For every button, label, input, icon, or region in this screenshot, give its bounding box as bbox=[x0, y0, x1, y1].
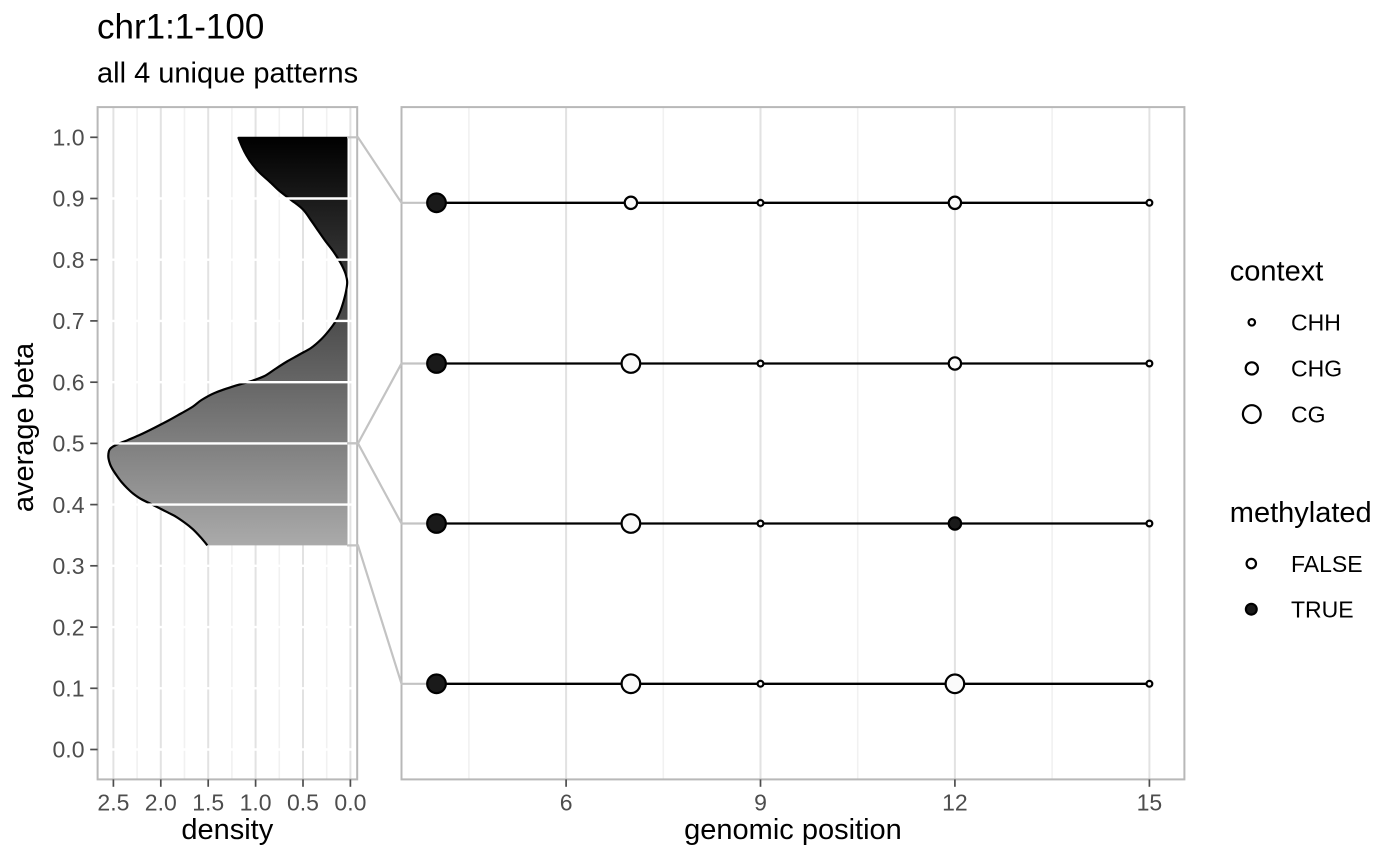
svg-text:0.8: 0.8 bbox=[53, 247, 85, 273]
svg-text:2.5: 2.5 bbox=[97, 790, 129, 816]
svg-text:0.2: 0.2 bbox=[53, 614, 85, 640]
svg-text:context: context bbox=[1230, 256, 1324, 288]
svg-text:1.0: 1.0 bbox=[53, 125, 85, 151]
svg-text:chr1:1-100: chr1:1-100 bbox=[97, 8, 264, 47]
svg-text:0.3: 0.3 bbox=[53, 553, 85, 579]
svg-text:average beta: average beta bbox=[8, 342, 40, 512]
svg-text:0.1: 0.1 bbox=[53, 676, 85, 702]
svg-text:0.0: 0.0 bbox=[53, 737, 85, 763]
svg-text:1.5: 1.5 bbox=[192, 790, 224, 816]
svg-text:density: density bbox=[181, 814, 273, 846]
svg-text:CHG: CHG bbox=[1291, 356, 1342, 382]
svg-text:2.0: 2.0 bbox=[145, 790, 177, 816]
svg-text:1.0: 1.0 bbox=[240, 790, 272, 816]
svg-text:9: 9 bbox=[754, 790, 767, 816]
svg-text:0.0: 0.0 bbox=[334, 790, 366, 816]
svg-text:0.5: 0.5 bbox=[287, 790, 319, 816]
svg-text:TRUE: TRUE bbox=[1291, 596, 1354, 622]
svg-text:0.7: 0.7 bbox=[53, 308, 85, 334]
svg-text:15: 15 bbox=[1137, 790, 1163, 816]
svg-text:0.9: 0.9 bbox=[53, 186, 85, 212]
svg-text:0.6: 0.6 bbox=[53, 369, 85, 395]
svg-text:6: 6 bbox=[560, 790, 573, 816]
svg-text:CG: CG bbox=[1291, 401, 1326, 427]
svg-text:methylated: methylated bbox=[1230, 497, 1372, 529]
svg-text:genomic position: genomic position bbox=[684, 814, 902, 846]
svg-text:FALSE: FALSE bbox=[1291, 551, 1363, 577]
svg-text:0.4: 0.4 bbox=[53, 492, 85, 518]
svg-text:0.5: 0.5 bbox=[53, 431, 85, 457]
svg-text:CHH: CHH bbox=[1291, 310, 1341, 336]
svg-text:12: 12 bbox=[942, 790, 968, 816]
svg-text:all 4 unique patterns: all 4 unique patterns bbox=[97, 57, 358, 89]
